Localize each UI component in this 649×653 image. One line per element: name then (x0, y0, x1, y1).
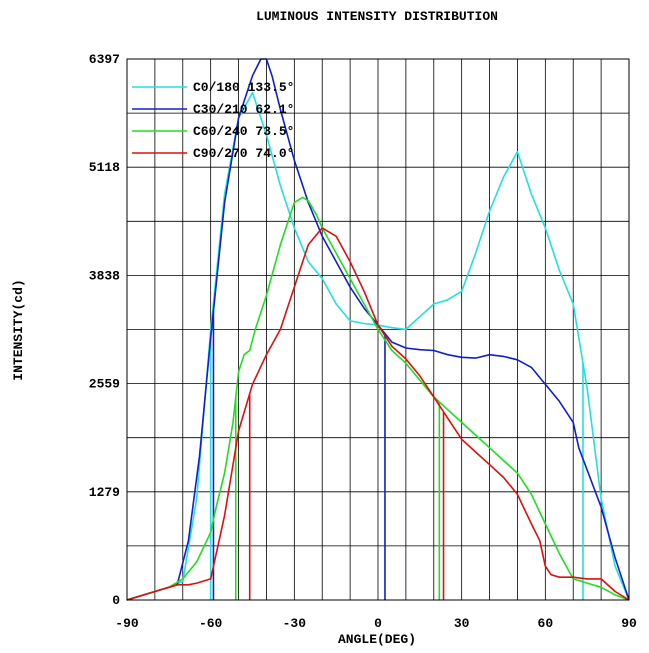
cutoff-lines (209, 310, 584, 600)
legend-label: C90/270 74.0° (193, 146, 294, 161)
y-tick-label: 2559 (89, 377, 120, 392)
legend-label: C30/210 62.1° (193, 102, 294, 117)
plot-frame (126, 58, 630, 601)
y-tick-label: 6397 (89, 52, 120, 67)
x-tick-label: -90 (115, 616, 139, 631)
series-line (126, 196, 630, 601)
legend: C0/180 133.5° C30/210 62.1° C60/240 73.5° C… (132, 80, 294, 161)
x-tick-label: 90 (621, 616, 637, 631)
series-line (126, 227, 630, 601)
legend-label: C0/180 133.5° (193, 80, 294, 95)
x-tick-label: 30 (454, 616, 470, 631)
x-axis-label: ANGLE(DEG) (338, 632, 416, 647)
legend-label: C60/240 73.5° (193, 124, 294, 139)
y-tick-label: 1279 (89, 485, 120, 500)
series-lines (126, 58, 630, 601)
y-tick-label: 5118 (89, 160, 120, 175)
tick-labels: -90 -60 -30 0 30 60 90 0 1279 2559 3838 5118 6397 (89, 52, 637, 631)
x-tick-label: -30 (283, 616, 307, 631)
chart-title: LUMINOUS INTENSITY DISTRIBUTION (256, 9, 498, 24)
grid-lines (127, 59, 629, 600)
x-tick-label: -60 (199, 616, 223, 631)
x-tick-label: 0 (374, 616, 382, 631)
y-tick-label: 0 (112, 593, 120, 608)
y-axis-label: INTENSITY(cd) (11, 279, 26, 380)
y-tick-label: 3838 (89, 268, 120, 283)
x-tick-label: 60 (538, 616, 554, 631)
